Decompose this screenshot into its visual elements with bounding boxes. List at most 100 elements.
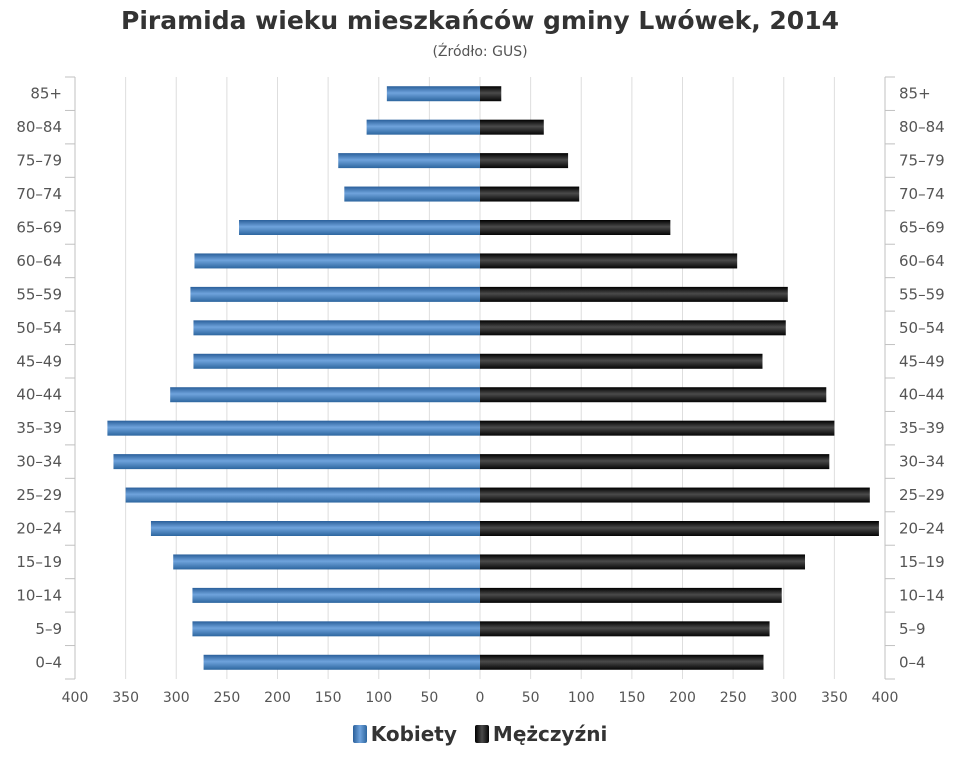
- x-tick-label: 250: [214, 690, 241, 706]
- bar-kobiety[interactable]: [192, 621, 480, 637]
- bar-mezczyzni[interactable]: [480, 320, 786, 336]
- bar-kobiety[interactable]: [150, 521, 480, 536]
- legend-item-mezczyzni[interactable]: Mężczyźni: [474, 722, 608, 746]
- category-label-left: 20–24: [16, 520, 62, 538]
- category-label-left: 35–39: [16, 419, 62, 437]
- category-label-right: 35–39: [899, 419, 945, 437]
- bar-kobiety[interactable]: [194, 253, 480, 269]
- bar-mezczyzni[interactable]: [480, 253, 738, 269]
- bar-kobiety[interactable]: [193, 320, 480, 336]
- legend-swatch-kobiety: [352, 725, 367, 743]
- bar-mezczyzni[interactable]: [480, 220, 671, 235]
- category-label-right: 75–79: [899, 152, 945, 170]
- bar-kobiety[interactable]: [344, 186, 480, 202]
- x-tick-label: 100: [365, 690, 392, 706]
- x-tick-label: 350: [112, 690, 139, 706]
- bar-mezczyzni[interactable]: [480, 420, 835, 436]
- bar-mezczyzni[interactable]: [480, 554, 806, 570]
- category-label-right: 10–14: [899, 586, 945, 604]
- bar-kobiety[interactable]: [366, 119, 480, 135]
- x-tick-label: 0: [476, 690, 485, 706]
- category-label-left: 45–49: [16, 352, 62, 370]
- x-tick-label: 300: [770, 690, 797, 706]
- bar-mezczyzni[interactable]: [480, 119, 544, 135]
- axis-labels: 400 350 300 250 200 150 100 50 0 50 100 150 200 250 30…: [16, 85, 944, 706]
- bar-kobiety[interactable]: [113, 454, 480, 470]
- category-label-right: 55–59: [899, 285, 945, 303]
- category-label-left: 5–9: [35, 620, 62, 638]
- category-label-left: 25–29: [16, 486, 62, 504]
- category-label-right: 30–34: [899, 453, 945, 471]
- category-label-left: 30–34: [16, 453, 62, 471]
- bar-mezczyzni[interactable]: [480, 454, 830, 470]
- x-tick-label: 300: [163, 690, 190, 706]
- category-label-left: 75–79: [16, 152, 62, 170]
- bar-kobiety[interactable]: [173, 554, 480, 570]
- bar-kobiety[interactable]: [125, 487, 480, 503]
- bar-kobiety[interactable]: [107, 420, 481, 436]
- category-label-right: 5–9: [899, 620, 926, 638]
- category-label-left: 85+: [30, 85, 62, 103]
- bar-mezczyzni[interactable]: [480, 654, 764, 670]
- bar-mezczyzni[interactable]: [480, 286, 788, 302]
- category-label-right: 85+: [899, 85, 931, 103]
- axes: [65, 76, 895, 680]
- bars: [107, 86, 879, 670]
- x-tick-label: 50: [420, 690, 438, 706]
- category-label-right: 20–24: [899, 520, 945, 538]
- bar-kobiety[interactable]: [239, 220, 480, 235]
- bar-kobiety[interactable]: [338, 153, 480, 169]
- bar-mezczyzni[interactable]: [480, 387, 827, 403]
- legend-label-kobiety: Kobiety: [370, 722, 457, 746]
- category-label-right: 15–19: [899, 553, 945, 571]
- bar-mezczyzni[interactable]: [480, 86, 502, 102]
- x-tick-label: 400: [62, 690, 89, 706]
- bar-kobiety[interactable]: [170, 387, 481, 403]
- category-label-right: 0–4: [899, 653, 926, 671]
- bar-mezczyzni[interactable]: [480, 353, 763, 369]
- category-label-left: 40–44: [16, 386, 62, 404]
- legend: Kobiety Mężczyźni: [0, 722, 960, 746]
- legend-swatch-mezczyzni: [474, 725, 489, 743]
- category-label-left: 55–59: [16, 285, 62, 303]
- x-tick-label: 250: [720, 690, 747, 706]
- x-tick-label: 150: [315, 690, 342, 706]
- category-label-right: 80–84: [899, 118, 945, 136]
- category-label-left: 70–74: [16, 185, 62, 203]
- bar-mezczyzni[interactable]: [480, 521, 879, 536]
- category-label-right: 70–74: [899, 185, 945, 203]
- category-label-left: 80–84: [16, 118, 62, 136]
- chart-title: Piramida wieku mieszkańców gminy Lwówek,…: [121, 6, 839, 35]
- category-label-right: 50–54: [899, 319, 945, 337]
- category-label-left: 65–69: [16, 219, 62, 237]
- bar-mezczyzni[interactable]: [480, 587, 782, 603]
- x-tick-label: 50: [522, 690, 540, 706]
- category-label-left: 50–54: [16, 319, 62, 337]
- legend-label-mezczyzni: Mężczyźni: [492, 722, 608, 746]
- category-label-right: 65–69: [899, 219, 945, 237]
- bar-kobiety[interactable]: [203, 654, 480, 670]
- x-tick-label: 400: [872, 690, 899, 706]
- bar-kobiety[interactable]: [386, 86, 480, 102]
- bar-mezczyzni[interactable]: [480, 487, 870, 503]
- x-tick-label: 200: [669, 690, 696, 706]
- category-label-right: 25–29: [899, 486, 945, 504]
- chart-subtitle: (Źródło: GUS): [432, 44, 528, 60]
- bar-kobiety[interactable]: [190, 286, 481, 302]
- bar-mezczyzni[interactable]: [480, 153, 569, 169]
- legend-item-kobiety[interactable]: Kobiety: [352, 722, 457, 746]
- category-label-right: 60–64: [899, 252, 945, 270]
- bar-kobiety[interactable]: [193, 353, 480, 369]
- category-label-left: 0–4: [35, 653, 62, 671]
- category-label-left: 10–14: [16, 586, 62, 604]
- category-label-left: 60–64: [16, 252, 62, 270]
- bar-mezczyzni[interactable]: [480, 186, 580, 202]
- category-label-right: 40–44: [899, 386, 945, 404]
- x-tick-label: 150: [619, 690, 646, 706]
- category-label-right: 45–49: [899, 352, 945, 370]
- bar-mezczyzni[interactable]: [480, 621, 770, 637]
- category-label-left: 15–19: [16, 553, 62, 571]
- x-tick-label: 350: [821, 690, 848, 706]
- bar-kobiety[interactable]: [192, 587, 480, 603]
